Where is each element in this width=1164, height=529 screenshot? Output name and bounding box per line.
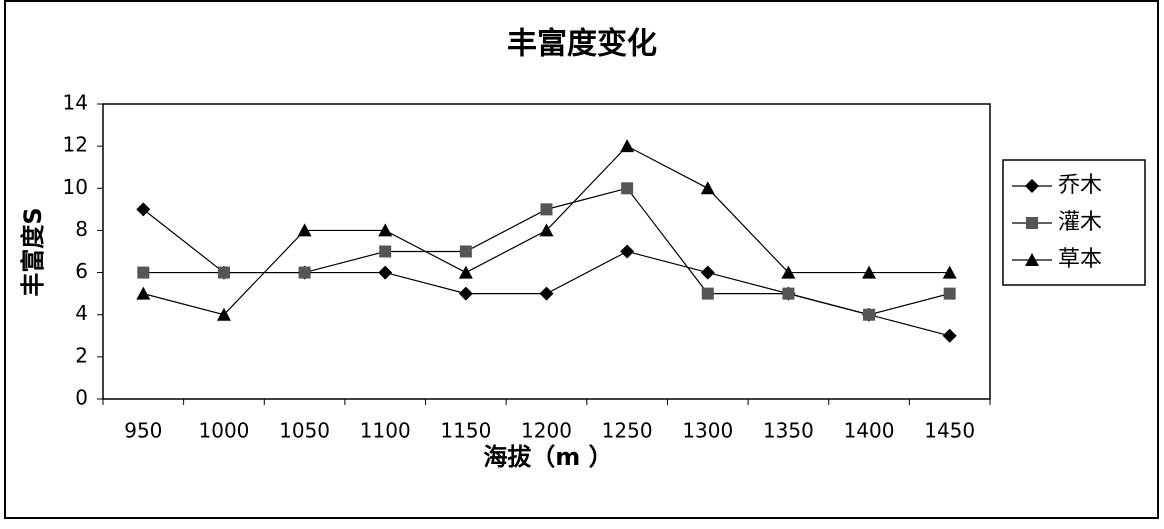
data-point (459, 245, 472, 258)
data-point (700, 265, 715, 280)
legend-marker (1025, 179, 1039, 193)
x-tick-label: 1000 (199, 419, 250, 443)
legend-label: 灌木 (1058, 210, 1102, 235)
data-point (458, 286, 473, 301)
data-point (700, 181, 715, 195)
data-point (539, 223, 554, 237)
chart-title: 丰富度变化 (507, 27, 657, 62)
y-tick-label: 6 (75, 259, 88, 283)
x-tick-label: 1150 (440, 419, 491, 443)
data-point (378, 223, 393, 237)
data-point (539, 286, 554, 301)
data-point (378, 265, 393, 280)
plot-area (102, 103, 991, 400)
y-tick-label: 10 (63, 175, 88, 199)
data-point (621, 182, 634, 195)
data-point (379, 245, 392, 258)
y-tick-label: 14 (63, 91, 88, 115)
y-tick-label: 12 (63, 133, 88, 157)
y-tick-label: 4 (75, 301, 88, 325)
data-point (136, 202, 151, 217)
data-point (136, 286, 151, 300)
x-tick-label: 1350 (763, 419, 814, 443)
data-point (620, 244, 635, 259)
frame (4, 0, 1159, 519)
data-point (297, 223, 312, 237)
x-tick-label: 1300 (682, 419, 733, 443)
data-point (943, 287, 956, 300)
legend-label: 草本 (1058, 247, 1102, 272)
legend-label: 乔木 (1058, 173, 1102, 198)
data-point (781, 265, 796, 279)
data-point (863, 308, 876, 321)
y-axis-label: 丰富度S (19, 207, 47, 296)
data-point (216, 307, 231, 321)
data-point (620, 139, 635, 153)
y-tick-label: 0 (75, 386, 88, 410)
data-point (137, 266, 150, 279)
legend-marker (1025, 253, 1039, 266)
y-tick-label: 8 (75, 217, 88, 241)
data-point (298, 266, 311, 279)
x-tick-label: 1250 (602, 419, 653, 443)
x-tick-label: 950 (124, 419, 162, 443)
data-point (942, 265, 957, 279)
x-tick-label: 1050 (279, 419, 330, 443)
data-point (458, 265, 473, 279)
data-point (862, 265, 877, 279)
y-tick-label: 2 (75, 343, 88, 367)
data-point (540, 203, 553, 216)
x-axis-label: 海拔（m ） (483, 443, 612, 471)
data-point (782, 287, 795, 300)
x-tick-label: 1450 (924, 419, 975, 443)
x-tick-label: 1100 (360, 419, 411, 443)
x-tick-label: 1400 (844, 419, 895, 443)
data-point (701, 287, 714, 300)
legend-marker (1026, 217, 1038, 229)
data-point (942, 328, 957, 343)
data-point (217, 266, 230, 279)
x-tick-label: 1200 (521, 419, 572, 443)
